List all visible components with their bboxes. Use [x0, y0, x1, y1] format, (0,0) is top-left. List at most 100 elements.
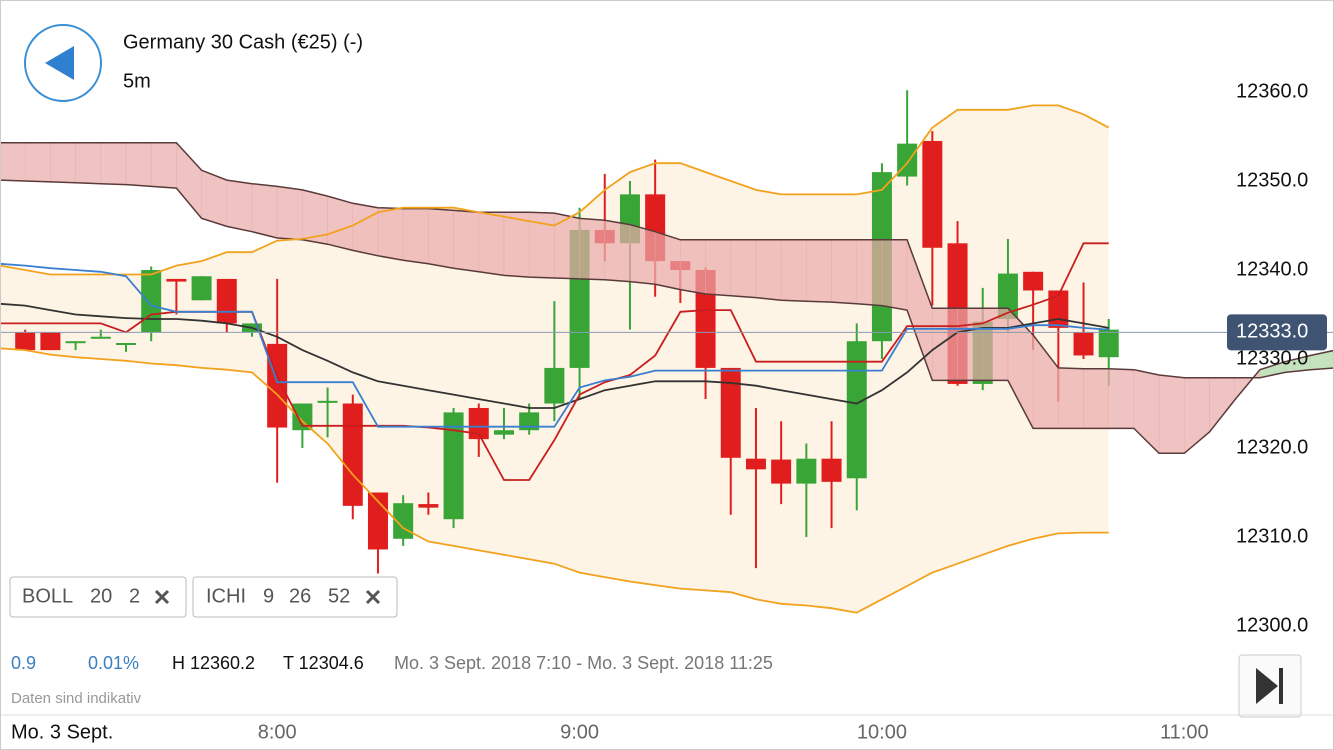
cloud-fill [503, 211, 530, 278]
cloud-fill [780, 239, 807, 302]
candle-body [922, 140, 943, 248]
cloud-fill [1108, 368, 1135, 429]
cloud-line [0, 142, 1334, 379]
cloud-fill [604, 219, 631, 282]
candle-body [191, 276, 212, 301]
y-tick-label: 12320.0 [1236, 436, 1308, 458]
cloud-fill [327, 195, 354, 251]
chip-param: 20 [90, 585, 112, 607]
high: H 12360.2 [172, 653, 255, 673]
candle-body [493, 430, 514, 435]
cloud-fill [806, 239, 832, 303]
indicator-chip[interactable]: BOLL 20 2 [9, 576, 187, 618]
cloud-fill [654, 231, 681, 290]
indicator-line [0, 104, 1110, 276]
x-tick-label: 8:00 [258, 721, 297, 743]
chip-param: 52 [328, 585, 350, 607]
candle-body [65, 341, 86, 344]
jump-arrow[interactable] [1256, 668, 1278, 704]
chip-param: 2 [129, 585, 140, 607]
date-box [0, 716, 135, 750]
candle-body [796, 458, 817, 484]
cloud-fill [579, 218, 606, 281]
x-tick-label: 10:00 [857, 721, 907, 743]
cloud-fill [50, 142, 76, 184]
candle-body [141, 270, 162, 333]
change: 0.9 [11, 653, 36, 673]
candle-body [166, 278, 187, 282]
candle-body [821, 458, 842, 482]
indicator-line [0, 262, 1109, 428]
y-tick-label: 12310.0 [1236, 525, 1308, 547]
candle-body [720, 367, 741, 458]
indicator-chip[interactable]: ICHI 9 26 52 [192, 576, 398, 618]
candle-body [90, 336, 111, 339]
cloud-fill [629, 224, 656, 285]
x-tick-label: 9:00 [560, 721, 599, 743]
disclaimer: Daten sind indikativ [11, 690, 142, 707]
y-tick-label: 12300.0 [1236, 614, 1308, 636]
indicator-line [0, 302, 1109, 409]
cloud-fill [856, 239, 883, 306]
title: Germany 30 Cash (€25) (-) [123, 31, 363, 53]
cloud-fill [680, 239, 706, 295]
candle-body [40, 332, 61, 351]
candle-body [317, 400, 338, 403]
last-price-box [1227, 314, 1327, 351]
low: T 12304.6 [283, 653, 364, 673]
y-tick-label: 12350.0 [1236, 169, 1308, 191]
timeframe: 5m [123, 70, 151, 92]
candle-body [468, 407, 489, 440]
back-button[interactable] [24, 24, 102, 102]
jump-to-end[interactable] [1238, 654, 1302, 718]
chip-close[interactable] [154, 589, 170, 605]
cloud-line [0, 179, 1334, 455]
candle-body [15, 332, 36, 351]
y-tick-label: 12330.0 [1236, 347, 1308, 369]
cloud-fill [957, 308, 983, 381]
cloud-fill [478, 211, 505, 276]
candle-body [846, 341, 867, 479]
date-label: Mo. 3 Sept. [11, 721, 113, 743]
cloud-fill [0, 142, 26, 182]
cloud-fill [352, 202, 379, 257]
chip-name: ICHI [206, 585, 246, 607]
cloud-fill [1083, 368, 1109, 429]
candle-body [519, 412, 540, 431]
cloud-fill [251, 183, 278, 239]
candle-body [216, 278, 237, 324]
cloud-fill [881, 239, 908, 311]
candle-body [342, 403, 363, 506]
chip-param: 26 [289, 585, 311, 607]
cloud-fill [755, 239, 782, 301]
indicator-line [0, 347, 1109, 614]
candle-body [771, 459, 792, 484]
cloud-fill [730, 239, 757, 298]
cloud-fill [831, 239, 857, 305]
cloud-fill [402, 208, 429, 265]
candle-body [418, 504, 439, 508]
last-price-label: 12333.0 [1236, 321, 1308, 343]
chip-box[interactable] [192, 576, 398, 618]
chip-close[interactable] [365, 589, 381, 605]
cloud-fill [982, 308, 1009, 381]
cloud-fill [226, 179, 253, 233]
candle-body [745, 458, 766, 470]
cloud-fill [150, 142, 177, 189]
plot-area [0, 90, 1334, 614]
back-arrow[interactable] [45, 46, 74, 80]
cloud-fill [24, 142, 51, 183]
cloud-fill [377, 207, 404, 261]
y-tick-label: 12340.0 [1236, 258, 1308, 280]
chip-param: 9 [263, 585, 274, 607]
y-tick-label: 12360.0 [1236, 80, 1308, 102]
cloud-fill [125, 142, 152, 187]
candle-body [544, 367, 565, 404]
chip-box[interactable] [9, 576, 187, 618]
chip-name: BOLL [22, 585, 73, 607]
candle-body [292, 403, 313, 431]
jump-bar[interactable] [1279, 668, 1283, 704]
cloud-fill [1158, 374, 1185, 454]
cloud-fill [453, 210, 480, 273]
